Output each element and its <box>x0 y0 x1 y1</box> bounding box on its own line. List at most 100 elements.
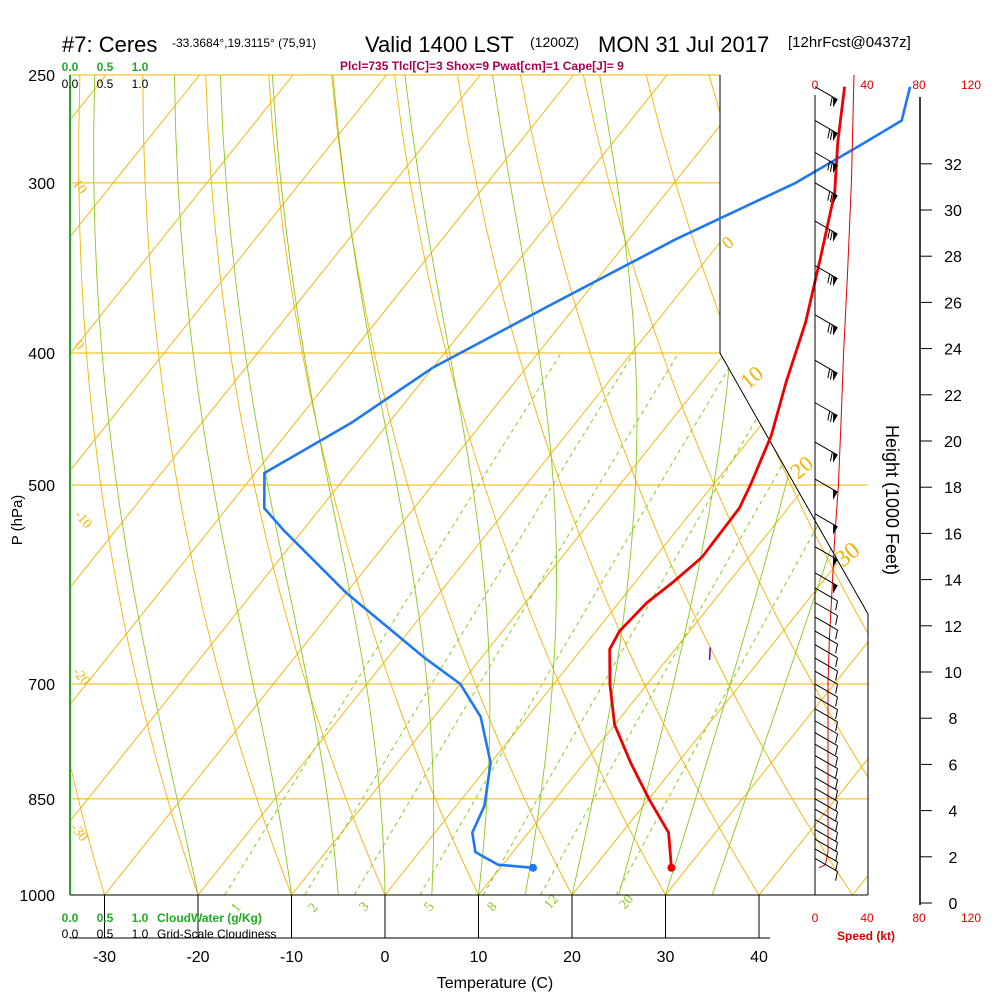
dry-adiabat-line <box>0 75 11 895</box>
wind-barb-staff <box>814 587 838 602</box>
height-tick-label: 2 <box>949 850 958 867</box>
mixing-ratio-label: 8 <box>485 900 501 915</box>
moist-adiabat-line <box>711 75 868 895</box>
mixing-ratio-line <box>224 352 562 895</box>
wind-barb-line <box>829 370 833 380</box>
wind-barb-line <box>835 696 839 707</box>
surface-temp-dot <box>667 863 676 872</box>
moist-adiabat-line <box>93 75 199 895</box>
wind-barb <box>814 777 839 801</box>
wind-barb-line <box>829 275 833 285</box>
wind-barb <box>814 798 839 822</box>
wind-barb-line <box>835 615 839 626</box>
isotherm-label: -10 <box>71 508 94 532</box>
wind-barb-flag <box>833 489 838 500</box>
wind-barb-line <box>827 191 831 201</box>
wind-barb <box>814 478 838 500</box>
wind-barb-staff <box>814 616 838 631</box>
wind-barb <box>814 182 838 204</box>
height-tick-label: 4 <box>949 804 958 821</box>
wind-barb-staff <box>814 787 838 802</box>
mixing-ratio-line <box>540 352 847 895</box>
cloudwater-tick-bottom: 0.5 <box>97 911 114 925</box>
wind-barb-staff <box>814 798 838 813</box>
wind-barb-line <box>835 629 839 640</box>
plot-frame <box>69 75 869 896</box>
dry-adiabat-line <box>961 75 1000 895</box>
dry-adiabat-line <box>394 75 666 895</box>
speed-tick-top: 120 <box>961 78 981 92</box>
isotherm-line <box>665 75 868 895</box>
mixing-ratio-line <box>482 352 796 895</box>
wind-barb-staff <box>814 838 838 853</box>
isotherm-label: -20 <box>69 665 92 689</box>
wind-barb-flag <box>833 231 838 242</box>
wind-barb-flag <box>833 193 838 204</box>
height-tick-label: 26 <box>944 295 962 312</box>
wind-barb-line <box>835 768 839 778</box>
height-tick-label: 30 <box>944 203 962 220</box>
wind-barb <box>814 152 838 174</box>
height-tick-label: 22 <box>944 388 962 405</box>
cloudiness-tick-bottom: 0.5 <box>97 927 114 941</box>
wind-barb <box>814 828 839 852</box>
height-tick-label: 0 <box>949 896 958 913</box>
wind-barb-staff <box>814 708 838 723</box>
wind-barb-flag <box>833 583 838 594</box>
wind-barb-flag <box>833 370 838 382</box>
isotherm-line <box>70 75 387 895</box>
wind-barb-staff <box>814 120 838 134</box>
speed-tick-bottom: 40 <box>860 911 874 925</box>
x-tick-label: 40 <box>750 949 768 966</box>
wind-barb-line <box>835 871 839 881</box>
y-tick-label: 850 <box>28 792 55 809</box>
height-tick-label: 18 <box>944 480 962 497</box>
wind-barb-flag <box>833 452 838 463</box>
surface-dewpoint-dot <box>529 863 538 872</box>
wind-barb <box>814 220 838 242</box>
wind-barb-line <box>829 412 833 423</box>
wind-barb-staff <box>814 777 838 792</box>
wind-barb-staff <box>814 848 838 863</box>
height-tick-label: 24 <box>944 342 962 359</box>
wind-barb <box>814 644 839 668</box>
cloudiness-tick-top: 1.0 <box>132 77 149 91</box>
dry-adiabat-line <box>70 75 105 895</box>
dry-adiabat-line <box>457 75 760 895</box>
wind-barb <box>814 708 839 732</box>
dry-adiabat-line <box>205 75 386 895</box>
wind-barb-staff <box>814 441 838 456</box>
x-tick-label: 20 <box>563 949 581 966</box>
speed-tick-bottom: 120 <box>961 911 981 925</box>
x-tick-label: -30 <box>93 949 116 966</box>
wind-barb <box>814 602 839 626</box>
wind-barb-flag <box>833 524 838 535</box>
isotherm-line <box>852 75 868 895</box>
wind-barb <box>814 265 838 287</box>
speed-tick-top: 0 <box>812 78 819 92</box>
x-tick-label: 0 <box>381 949 390 966</box>
wind-barb-flag <box>833 557 838 568</box>
station-title: #7: Ceres <box>62 32 157 57</box>
wind-barb <box>814 657 839 681</box>
adiabat-label: 30 <box>830 537 865 572</box>
wind-barb-line <box>835 801 839 811</box>
wind-barb-line <box>827 273 831 284</box>
wind-barb-flag <box>833 276 838 287</box>
wind-barb <box>814 696 839 719</box>
wind-barb-flag <box>833 163 838 174</box>
wind-barb-staff <box>814 602 838 617</box>
parcel-marker <box>708 647 711 660</box>
x-tick-label: 30 <box>657 949 675 966</box>
wind-barb-line <box>835 790 839 801</box>
axes: -30 -20 -10 0 10 20 30 402503004005007008501000… <box>19 60 962 966</box>
mixing-ratio-line <box>353 352 680 895</box>
wind-barb-line <box>835 757 839 767</box>
wind-barb-line <box>835 600 839 611</box>
mixing-ratio-line <box>615 352 868 895</box>
wind-barb-line <box>829 451 833 462</box>
isotherm-line <box>70 75 481 895</box>
valid-time: Valid 1400 LST <box>365 32 514 57</box>
wind-barb <box>814 546 838 568</box>
dry-adiabat-line <box>268 75 479 895</box>
